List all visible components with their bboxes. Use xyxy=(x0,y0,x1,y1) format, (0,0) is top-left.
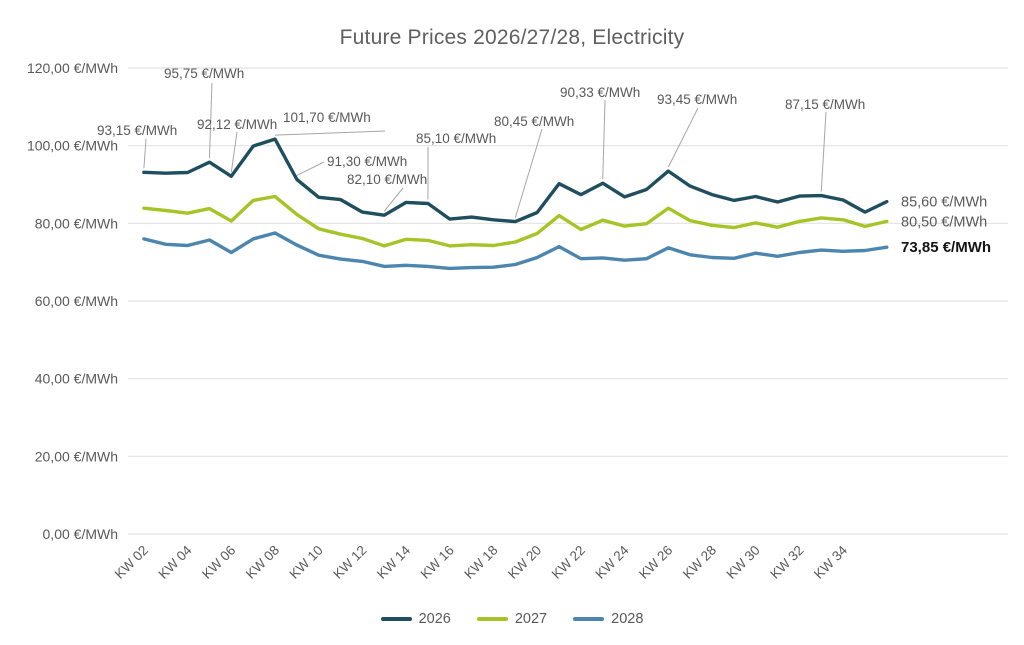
x-axis-label: KW 30 xyxy=(724,543,763,582)
annotation-leader-line xyxy=(296,161,325,176)
y-axis-label: 60,00 €/MWh xyxy=(35,293,118,309)
series-end-label-2027: 80,50 €/MWh xyxy=(901,214,987,230)
series-end-label-2026: 85,60 €/MWh xyxy=(901,195,987,211)
legend-label: 2026 xyxy=(418,611,451,627)
x-axis-label: KW 16 xyxy=(418,543,457,582)
x-axis-label: KW 22 xyxy=(549,543,588,582)
y-axis-label: 0,00 €/MWh xyxy=(43,526,118,542)
annotation-label: 82,10 €/MWh xyxy=(347,172,427,187)
annotation-leader-line xyxy=(667,107,699,168)
annotation-label: 92,12 €/MWh xyxy=(197,117,277,132)
annotation-leader-line xyxy=(143,138,147,169)
annotation-label: 93,15 €/MWh xyxy=(97,123,177,138)
annotation-leader-line xyxy=(383,187,404,212)
annotation-leader-line xyxy=(820,111,827,192)
legend-swatch-2027 xyxy=(476,616,508,622)
annotation-label: 95,75 €/MWh xyxy=(164,66,244,81)
annotation-label: 101,70 €/MWh xyxy=(283,110,371,125)
legend-swatch-2028 xyxy=(573,616,605,622)
annotation-label: 85,10 €/MWh xyxy=(416,131,496,146)
annotation-label: 91,30 €/MWh xyxy=(327,154,407,169)
x-axis-label: KW 14 xyxy=(374,542,414,582)
chart-legend: 2026 2027 2028 xyxy=(0,611,1024,627)
annotation-label: 87,15 €/MWh xyxy=(785,97,865,112)
annotation-leader-line xyxy=(602,99,606,180)
series-line-2026 xyxy=(142,137,889,224)
series-line-2028 xyxy=(142,231,889,271)
x-axis-label: KW 06 xyxy=(199,543,238,582)
legend-label: 2027 xyxy=(514,611,548,627)
x-axis-label: KW 04 xyxy=(155,542,195,582)
annotation-label: 93,45 €/MWh xyxy=(657,92,737,107)
annotation-label: 90,33 €/MWh xyxy=(560,85,640,100)
annotation-leader-line xyxy=(274,130,386,136)
legend-item-2027: 2027 xyxy=(476,611,548,627)
x-axis-label: KW 12 xyxy=(330,543,369,582)
y-axis-label: 20,00 €/MWh xyxy=(35,448,118,464)
x-axis-label: KW 34 xyxy=(811,542,851,582)
x-axis-label: KW 08 xyxy=(243,543,282,582)
x-axis-label: KW 32 xyxy=(767,543,806,582)
x-axis-label: KW 28 xyxy=(680,543,719,582)
x-axis-label: KW 18 xyxy=(461,543,500,582)
y-axis-label: 120,00 €/MWh xyxy=(27,60,118,76)
series-line-2027 xyxy=(142,194,889,248)
legend-item-2028: 2028 xyxy=(573,611,643,627)
annotation-label: 80,45 €/MWh xyxy=(494,114,574,129)
y-axis-label: 80,00 €/MWh xyxy=(35,215,118,231)
x-axis-label: KW 20 xyxy=(505,543,544,582)
x-axis-label: KW 26 xyxy=(636,543,675,582)
chart-title: Future Prices 2026/27/28, Electricity xyxy=(339,26,685,49)
x-axis-label: KW 24 xyxy=(592,542,632,582)
x-axis-label: KW 02 xyxy=(112,543,151,582)
legend-item-2026: 2026 xyxy=(380,611,451,627)
annotation-leader-line xyxy=(514,128,543,218)
x-axis-label: KW 10 xyxy=(287,543,326,582)
annotation-leader-line xyxy=(208,82,213,159)
legend-label: 2028 xyxy=(611,611,644,627)
legend-swatch-2026 xyxy=(380,616,412,622)
y-axis-label: 100,00 €/MWh xyxy=(27,138,118,154)
annotation-leader-line xyxy=(230,131,238,173)
y-axis-label: 40,00 €/MWh xyxy=(35,371,118,387)
series-end-label-2028: 73,85 €/MWh xyxy=(901,239,991,256)
